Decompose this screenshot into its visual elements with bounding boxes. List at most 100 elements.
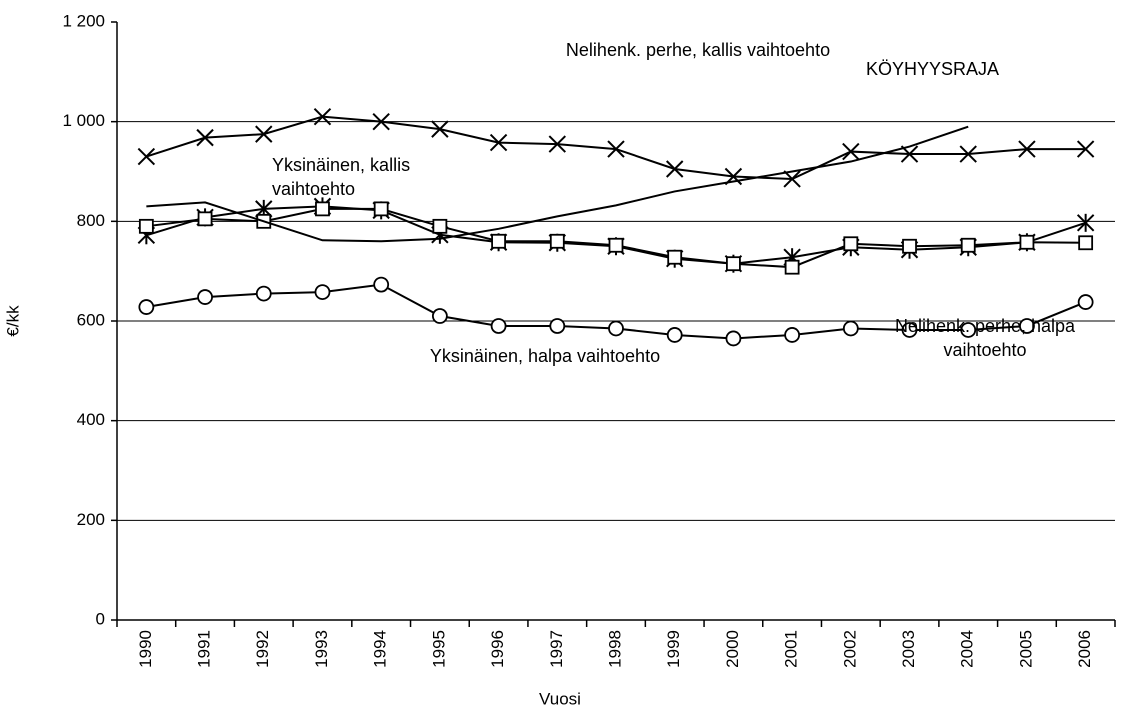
data-point bbox=[197, 289, 213, 305]
marker-shape bbox=[1077, 294, 1094, 310]
marker-shape bbox=[138, 299, 155, 315]
marker-stroke bbox=[489, 133, 508, 152]
data-point bbox=[1019, 234, 1035, 250]
marker-shape bbox=[960, 237, 976, 253]
marker-stroke bbox=[900, 145, 919, 163]
x-tick-label: 1997 bbox=[547, 630, 566, 668]
marker-shape bbox=[255, 285, 272, 302]
data-point bbox=[784, 259, 800, 275]
y-axis-title: €/kk bbox=[3, 305, 22, 337]
data-point bbox=[608, 320, 624, 337]
data-point bbox=[902, 238, 917, 254]
marker-stroke bbox=[959, 145, 977, 163]
data-point bbox=[667, 249, 683, 265]
data-point bbox=[255, 125, 273, 143]
data-point bbox=[548, 135, 567, 153]
data-point bbox=[901, 322, 918, 338]
data-point bbox=[315, 201, 330, 217]
marker-shape bbox=[666, 327, 683, 343]
data-point bbox=[431, 120, 449, 138]
data-point bbox=[842, 142, 860, 161]
x-tick-label: 2000 bbox=[723, 630, 742, 668]
marker-shape bbox=[784, 327, 801, 343]
x-tick-label: 1994 bbox=[371, 630, 390, 668]
data-point bbox=[1076, 213, 1095, 232]
data-point bbox=[549, 233, 565, 249]
marker-shape bbox=[1019, 318, 1035, 334]
series-annotation: KÖYHYYSRAJA bbox=[866, 59, 1000, 79]
y-tick-label: 600 bbox=[77, 310, 105, 329]
data-point bbox=[138, 218, 154, 234]
marker-shape bbox=[373, 201, 389, 217]
marker-shape bbox=[373, 276, 390, 293]
marker-shape bbox=[549, 318, 566, 334]
x-tick-label: 2006 bbox=[1075, 630, 1094, 668]
marker-shape bbox=[902, 238, 917, 254]
data-point bbox=[196, 128, 214, 147]
marker-shape bbox=[138, 218, 154, 234]
series-annotation: Nelihenk. perhe, kallis vaihtoehto bbox=[565, 40, 831, 60]
data-point bbox=[784, 327, 801, 343]
y-tick-label: 0 bbox=[96, 609, 105, 628]
data-point bbox=[373, 276, 390, 293]
marker-stroke bbox=[548, 135, 567, 153]
data-point bbox=[137, 147, 156, 166]
y-tick-label: 1 000 bbox=[62, 111, 105, 130]
data-point bbox=[1077, 294, 1094, 310]
marker-stroke bbox=[255, 125, 273, 143]
data-point bbox=[255, 285, 272, 302]
x-tick-label: 2001 bbox=[782, 630, 801, 668]
data-point bbox=[197, 211, 213, 227]
x-tick-label: 1990 bbox=[136, 630, 155, 668]
data-point bbox=[726, 256, 741, 272]
marker-stroke bbox=[1076, 140, 1095, 158]
marker-shape bbox=[1019, 234, 1035, 250]
data-point bbox=[491, 233, 506, 249]
marker-shape bbox=[315, 201, 330, 217]
x-tick-label: 2002 bbox=[840, 630, 859, 668]
series-annotation: Yksinäinen, halpa vaihtoehto bbox=[429, 346, 661, 366]
series-annotation: Yksinäinen, kallis vaihtoehto bbox=[272, 155, 411, 199]
data-point bbox=[314, 284, 331, 300]
marker-shape bbox=[431, 308, 448, 324]
marker-stroke bbox=[607, 140, 625, 158]
y-tick-label: 1 200 bbox=[62, 11, 105, 30]
data-point bbox=[431, 308, 448, 324]
marker-shape bbox=[725, 330, 742, 347]
x-tick-label: 1992 bbox=[253, 630, 272, 668]
marker-shape bbox=[432, 218, 448, 234]
data-point bbox=[490, 318, 507, 334]
series-line bbox=[146, 125, 969, 243]
marker-shape bbox=[843, 236, 859, 252]
marker-stroke bbox=[431, 120, 449, 138]
marker-shape bbox=[490, 318, 507, 334]
data-point bbox=[1019, 318, 1035, 334]
marker-stroke bbox=[665, 160, 684, 178]
data-point bbox=[1078, 235, 1094, 251]
data-point bbox=[489, 133, 508, 152]
data-point bbox=[665, 160, 684, 178]
marker-stroke bbox=[372, 112, 390, 131]
x-tick-label: 1991 bbox=[195, 630, 214, 668]
y-tick-label: 800 bbox=[77, 211, 105, 230]
marker-shape bbox=[549, 233, 565, 249]
data-point bbox=[960, 322, 977, 338]
data-point bbox=[432, 218, 448, 234]
marker-shape bbox=[608, 237, 624, 253]
data-point bbox=[783, 170, 801, 188]
data-point bbox=[1018, 140, 1036, 158]
marker-shape bbox=[197, 289, 213, 305]
x-tick-label: 1999 bbox=[664, 630, 683, 668]
x-tick-label: 2004 bbox=[958, 630, 977, 668]
marker-shape bbox=[314, 284, 331, 300]
marker-shape bbox=[726, 256, 741, 272]
x-tick-label: 1998 bbox=[605, 630, 624, 668]
x-tick-label: 1993 bbox=[312, 630, 331, 668]
data-point bbox=[842, 320, 859, 337]
marker-stroke bbox=[196, 128, 214, 147]
marker-shape bbox=[197, 211, 213, 227]
x-tick-label: 2003 bbox=[899, 630, 918, 668]
x-tick-label: 1996 bbox=[488, 630, 507, 668]
